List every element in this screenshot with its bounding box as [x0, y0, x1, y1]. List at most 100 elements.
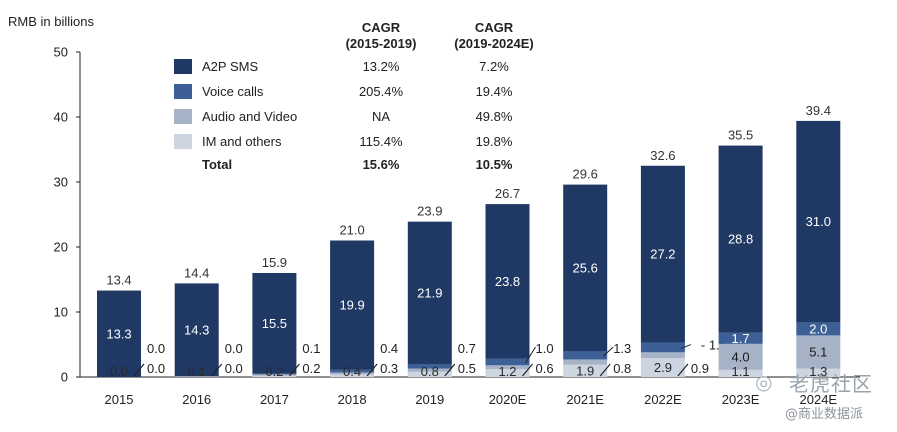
- x-tick-label: 2019: [415, 392, 444, 407]
- bar-segment-audio-video: [563, 359, 608, 365]
- bar-segment-a2p-sms: [407, 221, 452, 364]
- leader-slash: [522, 363, 533, 377]
- data-label-a2p-sms: 15.5: [262, 316, 287, 331]
- legend-cagr-2: 19.4%: [476, 84, 513, 99]
- data-label-a2p-sms: 28.8: [728, 232, 753, 247]
- data-label-audio-video: 0.5: [458, 361, 476, 376]
- legend-label: Voice calls: [202, 84, 264, 99]
- bar-total-label: 26.7: [495, 186, 520, 201]
- data-label-im-others: 1.1: [732, 364, 750, 379]
- legend-cagr-1: NA: [372, 109, 390, 124]
- legend-label: IM and others: [202, 134, 282, 149]
- bar-total-label: 15.9: [262, 255, 287, 270]
- bar-total-label: 13.4: [106, 273, 131, 288]
- legend: CAGR(2015-2019)CAGR(2019-2024E)A2P SMS 13…: [174, 20, 534, 172]
- bar-segment-voice-calls: [485, 358, 530, 366]
- legend-swatch: [174, 84, 192, 99]
- legend-label: Audio and Video: [202, 109, 297, 124]
- bar-segment-voice-calls: [330, 369, 375, 373]
- bar-total-label: 14.4: [184, 265, 209, 280]
- x-tick-label: 2023E: [722, 392, 760, 407]
- bar-segment-audio-video: [330, 372, 375, 375]
- legend-total-cagr-1: 15.6%: [363, 157, 400, 172]
- bar-segment-a2p-sms: [796, 120, 841, 323]
- data-label-a2p-sms: 31.0: [806, 214, 831, 229]
- legend-swatch: [174, 109, 192, 124]
- legend-label: A2P SMS: [202, 59, 258, 74]
- data-label-im-others: 0.0: [110, 364, 128, 379]
- bar-total-label: 29.6: [573, 167, 598, 182]
- y-axis-label: RMB in billions: [8, 14, 94, 29]
- legend-cagr-2: 19.8%: [476, 134, 513, 149]
- legend-cagr-1: 115.4%: [359, 134, 403, 149]
- bar-segment-a2p-sms: [640, 165, 685, 343]
- data-label-audio-video: 4.0: [732, 349, 750, 364]
- legend-header-cagr-1: CAGR: [362, 20, 401, 35]
- legend-header-cagr-1-sub: (2015-2019): [346, 36, 417, 51]
- data-label-voice-calls: 0.0: [225, 341, 243, 356]
- data-label-a2p-sms: 25.6: [573, 260, 598, 275]
- bar-segment-im-others: [252, 375, 297, 377]
- bar-segment-voice-calls: [252, 373, 297, 375]
- bar-total-label: 39.4: [806, 103, 831, 118]
- watermark-line-2: @商业数据派: [785, 407, 864, 422]
- data-label-audio-video: 0.6: [536, 361, 554, 376]
- bar-segment-audio-video: [796, 335, 841, 369]
- bar-segment-audio-video: [485, 365, 530, 370]
- legend-swatch: [174, 134, 192, 149]
- leader-slash: [444, 363, 456, 377]
- bar-segment-a2p-sms: [563, 184, 608, 351]
- bar-segment-a2p-sms: [330, 240, 375, 370]
- leader-slash: [677, 363, 689, 377]
- bar-segment-a2p-sms: [174, 283, 219, 377]
- data-label-voice-calls: 2.0: [809, 321, 827, 336]
- data-label-audio-video: 0.9: [691, 361, 709, 376]
- data-label-a2p-sms: 23.8: [495, 274, 520, 289]
- data-label-im-others: 0.1: [188, 364, 206, 379]
- data-label-audio-video: 0.2: [302, 361, 320, 376]
- legend-cagr-1: 13.2%: [363, 59, 400, 74]
- data-label-im-others: 1.2: [498, 364, 516, 379]
- data-label-im-others: 2.9: [654, 360, 672, 375]
- legend-cagr-2: 49.8%: [476, 109, 513, 124]
- bar-segment-voice-calls: [407, 364, 452, 369]
- bar-segment-audio-video: [640, 352, 685, 359]
- data-label-voice-calls: 0.7: [458, 341, 476, 356]
- x-tick-label: 2017: [260, 392, 289, 407]
- bar-segment-voice-calls: [563, 351, 608, 360]
- bar-segment-voice-calls: [640, 342, 685, 353]
- y-tick-label: 50: [54, 45, 68, 60]
- legend-header-cagr-2: CAGR: [475, 20, 514, 35]
- legend-total-label: Total: [202, 157, 232, 172]
- bar-segment-audio-video: [718, 343, 763, 370]
- bar-total-label: 21.0: [339, 223, 364, 238]
- x-tick-label: 2016: [182, 392, 211, 407]
- y-tick-label: 40: [54, 110, 68, 125]
- bar-segment-a2p-sms: [97, 290, 141, 377]
- data-label-im-others: 1.9: [576, 363, 594, 378]
- data-label-voice-calls: 0.4: [380, 341, 398, 356]
- x-tick-label: 2020E: [489, 392, 527, 407]
- legend-cagr-1: 205.4%: [359, 84, 404, 99]
- leader-line: [680, 344, 692, 349]
- leader-slash: [288, 363, 300, 377]
- data-label-a2p-sms: 19.9: [339, 298, 364, 313]
- bar-segment-im-others: [485, 369, 530, 377]
- bar-segment-audio-video: [252, 374, 297, 376]
- bar-segment-voice-calls: [718, 332, 763, 344]
- leader-slash: [133, 363, 145, 377]
- legend-total-cagr-2: 10.5%: [476, 157, 513, 172]
- leader-line: [525, 346, 536, 364]
- legend-cagr-2: 7.2%: [479, 59, 509, 74]
- bar-segment-audio-video: [407, 368, 452, 372]
- bar-segment-im-others: [563, 364, 608, 377]
- bar-segment-im-others: [640, 358, 685, 377]
- leader-line: [602, 346, 614, 357]
- legend-swatch: [174, 59, 192, 74]
- watermark-logo-icon: ◎: [755, 370, 773, 394]
- data-label-voice-calls: 0.0: [147, 341, 165, 356]
- leader-slash: [599, 363, 611, 377]
- data-label-im-others: 0.8: [421, 364, 439, 379]
- data-label-audio-video: 0.3: [380, 361, 398, 376]
